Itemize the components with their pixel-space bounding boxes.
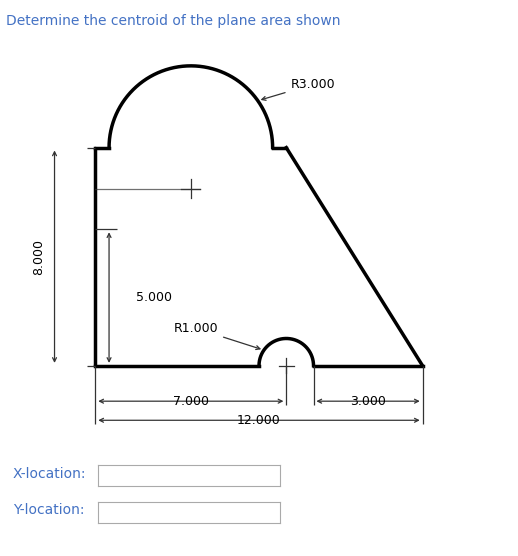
Text: X-location:: X-location:	[13, 466, 87, 481]
Text: Y-location:: Y-location:	[13, 503, 84, 518]
Text: 8.000: 8.000	[32, 239, 45, 275]
Text: R3.000: R3.000	[262, 78, 335, 100]
Text: 12.000: 12.000	[237, 414, 281, 427]
Text: Determine the centroid of the plane area shown: Determine the centroid of the plane area…	[6, 14, 341, 28]
Text: 3.000: 3.000	[350, 395, 386, 408]
Text: 5.000: 5.000	[136, 291, 172, 304]
Text: 7.000: 7.000	[173, 395, 209, 408]
Text: R1.000: R1.000	[174, 322, 260, 350]
